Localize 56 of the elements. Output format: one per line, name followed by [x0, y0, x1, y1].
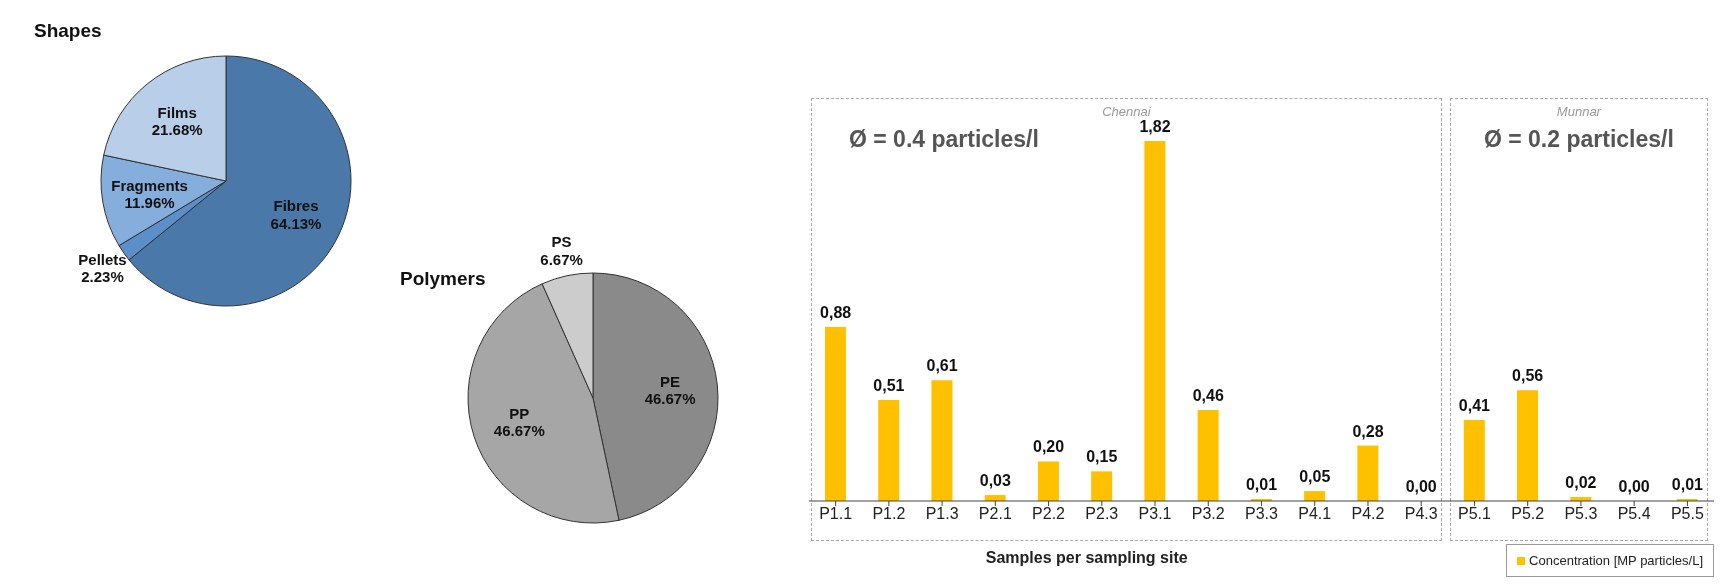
- data-label: 0,03: [979, 472, 1011, 490]
- data-label: 0,28: [1352, 422, 1384, 440]
- data-label: 0,15: [1086, 448, 1118, 466]
- x-tick-label: P1.2: [872, 505, 906, 523]
- annotation: Ø = 0.4 particles/l: [849, 126, 1039, 153]
- data-label: 0,51: [873, 377, 905, 395]
- x-axis-title: Samples per sampling site: [984, 549, 1189, 567]
- x-tick-label: P5.5: [1670, 505, 1704, 523]
- data-label: 1,82: [1139, 118, 1171, 135]
- data-label: 46.67%: [644, 390, 696, 408]
- annotation: Ø = 0.2 particles/l: [1482, 126, 1675, 153]
- slice-label: Films: [157, 103, 197, 121]
- data-label: 0,05: [1299, 468, 1331, 486]
- x-tick-label: P4.2: [1351, 505, 1385, 523]
- x-tick-label: P2.3: [1085, 505, 1119, 523]
- data-label: 0,01: [1671, 476, 1704, 494]
- data-label: 6.67%: [540, 250, 583, 268]
- slice-label: PS: [551, 233, 572, 251]
- data-label: 0,41: [1458, 396, 1491, 414]
- data-label: 11.96%: [124, 194, 175, 212]
- data-label: 0,88: [820, 303, 852, 321]
- slice-label: PP: [509, 404, 530, 422]
- x-tick-label: P2.2: [1032, 505, 1066, 523]
- x-tick-label: P3.2: [1191, 505, 1225, 523]
- data-label: 64.13%: [270, 214, 322, 232]
- slice-label: Fragments: [111, 176, 188, 194]
- data-label: 0,61: [926, 357, 958, 375]
- slice-label: PE: [660, 372, 681, 390]
- x-tick-label: P5.3: [1564, 505, 1598, 523]
- data-label: 0,46: [1192, 387, 1224, 405]
- x-tick-label: P3.3: [1245, 505, 1279, 523]
- chart-title: Shapes: [34, 20, 102, 42]
- x-tick-label: P4.1: [1298, 505, 1332, 523]
- x-tick-label: P2.1: [978, 505, 1012, 523]
- data-label: 0,00: [1405, 478, 1437, 495]
- x-tick-label: P5.4: [1617, 505, 1651, 523]
- x-tick-label: P4.3: [1404, 505, 1438, 523]
- x-tick-label: P3.1: [1138, 505, 1172, 523]
- data-label: 0,01: [1245, 476, 1278, 494]
- data-label: 0,20: [1032, 438, 1065, 456]
- slice-label: Fibres: [273, 197, 319, 215]
- data-label: 0,00: [1618, 478, 1650, 495]
- text: Chennai: [1101, 104, 1152, 119]
- data-label: 0,02: [1565, 474, 1597, 492]
- slice-label: Pellets: [78, 250, 127, 268]
- x-tick-label: P1.1: [819, 505, 853, 523]
- legend-label: Concentration [MP particles/L]: [1528, 553, 1703, 568]
- x-tick-label: P1.3: [925, 505, 959, 523]
- x-tick-label: P5.1: [1457, 505, 1491, 523]
- text: Munnar: [1555, 104, 1603, 119]
- data-label: 0,56: [1512, 367, 1544, 385]
- data-label: 2.23%: [81, 268, 124, 286]
- x-tick-label: P5.2: [1511, 505, 1545, 523]
- data-label: 46.67%: [493, 422, 545, 440]
- text: Polymers: [400, 268, 486, 290]
- data-label: 21.68%: [151, 121, 203, 139]
